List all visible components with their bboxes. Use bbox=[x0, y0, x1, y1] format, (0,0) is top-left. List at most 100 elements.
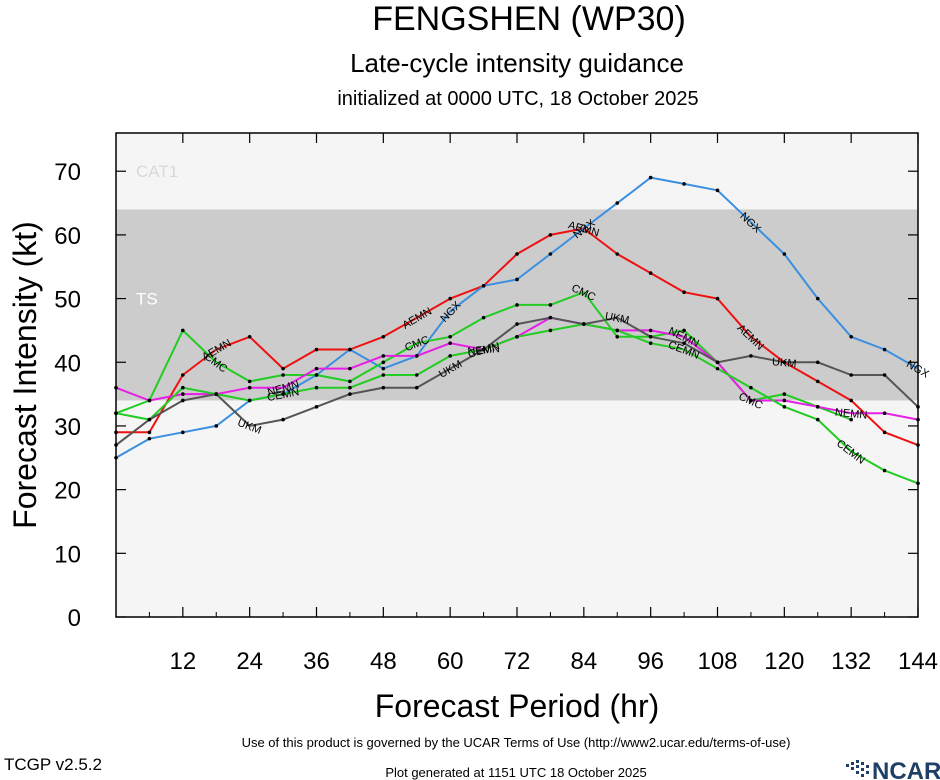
series-point-cmc bbox=[515, 303, 519, 307]
series-point-ukm bbox=[849, 373, 853, 377]
series-label-ukm: UKM bbox=[772, 356, 797, 370]
series-point-aemn bbox=[247, 334, 252, 339]
series-point-ukm bbox=[414, 385, 419, 390]
series-point-cemn bbox=[815, 417, 820, 422]
y-tick-label: 0 bbox=[68, 605, 81, 632]
series-point-ngx bbox=[214, 424, 219, 428]
series-point-aemn bbox=[515, 252, 519, 256]
terms-of-use: Use of this product is governed by the U… bbox=[242, 735, 791, 750]
series-point-cmc bbox=[682, 328, 686, 333]
series-point-ngx bbox=[682, 182, 686, 186]
x-axis: 12 24 36 48 60 72 84 96 108 120 132 144 bbox=[148, 133, 938, 675]
series-point-cmc bbox=[381, 360, 386, 365]
series-point-cemn bbox=[749, 385, 753, 390]
x-tick-label: 72 bbox=[504, 648, 531, 675]
tcgp-version: TCGP v2.5.2 bbox=[4, 755, 102, 774]
series-point-aemn bbox=[281, 366, 285, 371]
series-point-ngx bbox=[147, 436, 152, 441]
series-point-ukm bbox=[181, 398, 185, 403]
series-point-nemn bbox=[147, 398, 152, 403]
series-point-ngx bbox=[715, 188, 720, 193]
series-point-cmc bbox=[481, 315, 486, 320]
series-point-cemn bbox=[448, 354, 452, 358]
y-axis-label: Forecast Intensity (kt) bbox=[7, 221, 43, 529]
series-point-ngx bbox=[615, 201, 620, 205]
band-below-ts bbox=[116, 400, 918, 617]
series-point-nemn bbox=[348, 366, 352, 371]
band-label-ts: TS bbox=[136, 290, 158, 309]
series-point-ukm bbox=[481, 347, 486, 352]
series-point-ngx bbox=[882, 347, 887, 352]
series-point-nemn bbox=[882, 411, 887, 416]
series-point-cmc bbox=[181, 328, 185, 333]
ncar-logo-mark bbox=[846, 760, 869, 777]
series-point-cemn bbox=[648, 341, 653, 345]
series-point-ukm bbox=[314, 405, 319, 409]
series-point-ngx bbox=[515, 277, 519, 282]
x-tick-label: 120 bbox=[764, 648, 804, 675]
series-point-aemn bbox=[782, 360, 787, 365]
x-tick-label: 96 bbox=[637, 648, 664, 675]
series-point-cmc bbox=[548, 303, 553, 307]
series-point-aemn bbox=[815, 379, 820, 384]
series-point-ukm bbox=[815, 360, 820, 365]
series-point-aemn bbox=[448, 296, 452, 301]
y-tick-label: 10 bbox=[54, 541, 81, 568]
series-point-cemn bbox=[615, 328, 620, 333]
series-point-ngx bbox=[381, 366, 386, 371]
series-point-ngx bbox=[481, 284, 486, 288]
series-point-aemn bbox=[314, 347, 319, 352]
series-point-cemn bbox=[882, 468, 887, 473]
series-point-cmc bbox=[615, 334, 620, 339]
y-tick-label: 60 bbox=[54, 223, 81, 250]
series-label-cemn: CEMN bbox=[266, 386, 300, 404]
y-tick-label: 20 bbox=[54, 478, 81, 505]
series-point-cemn bbox=[181, 385, 185, 390]
y-tick-label: 70 bbox=[54, 159, 81, 186]
intensity-bands bbox=[116, 133, 918, 617]
series-point-ukm bbox=[882, 373, 887, 377]
y-tick-label: 40 bbox=[54, 350, 81, 377]
series-point-aemn bbox=[147, 430, 152, 435]
series-point-ukm bbox=[281, 417, 285, 422]
series-point-aemn bbox=[181, 373, 185, 377]
x-tick-label: 108 bbox=[697, 648, 737, 675]
series-point-cemn bbox=[247, 398, 252, 403]
series-point-nemn bbox=[181, 392, 185, 396]
series-point-nemn bbox=[782, 398, 787, 403]
series-point-ngx bbox=[648, 175, 653, 180]
chart-init-time: initialized at 0000 UTC, 18 October 2025 bbox=[337, 88, 698, 110]
series-point-ukm bbox=[715, 360, 720, 365]
series-point-ukm bbox=[749, 354, 753, 358]
x-tick-label: 132 bbox=[831, 648, 871, 675]
series-point-cmc bbox=[448, 334, 452, 339]
series-point-nemn bbox=[314, 366, 319, 371]
series-point-ngx bbox=[782, 252, 787, 256]
series-point-aemn bbox=[715, 296, 720, 301]
series-point-nemn bbox=[247, 385, 252, 390]
series-point-cemn bbox=[381, 373, 386, 377]
series-point-cemn bbox=[548, 328, 553, 333]
series-point-ngx bbox=[548, 252, 553, 256]
series-point-ukm bbox=[648, 334, 653, 339]
series-label-ukm: UKM bbox=[604, 310, 630, 326]
series-point-aemn bbox=[548, 233, 553, 237]
series-label-nemn: NEMN bbox=[467, 343, 500, 358]
plot-generated-time: Plot generated at 1151 UTC 18 October 20… bbox=[385, 765, 646, 780]
series-point-aemn bbox=[615, 252, 620, 256]
x-axis-label: Forecast Period (hr) bbox=[375, 688, 660, 724]
series-point-nemn bbox=[448, 341, 452, 345]
series-point-ukm bbox=[381, 385, 386, 390]
series-point-ukm bbox=[214, 392, 219, 396]
series-point-cmc bbox=[849, 417, 853, 422]
ncar-logo-text: NCAR bbox=[872, 758, 940, 780]
series-point-aemn bbox=[381, 334, 386, 339]
series-point-cemn bbox=[314, 385, 319, 390]
series-point-nemn bbox=[414, 354, 419, 358]
band-label-cat1: CAT1 bbox=[136, 162, 178, 181]
series-point-cemn bbox=[782, 405, 787, 409]
series-point-aemn bbox=[849, 398, 853, 403]
x-tick-label: 48 bbox=[370, 648, 397, 675]
